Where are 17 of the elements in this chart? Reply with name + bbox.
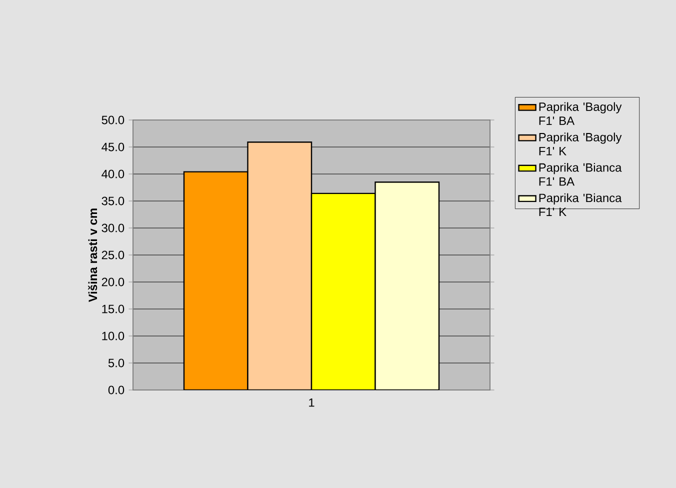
legend-label: Paprika 'Bagoly F1' K — [539, 132, 622, 156]
y-tick-label: 0.0 — [108, 386, 124, 394]
x-tick-label: 1 — [309, 398, 314, 407]
y-tick-label: 45.0 — [102, 142, 124, 152]
legend-label: Paprika 'Bianca F1' K — [539, 193, 622, 216]
y-tick-label: 5.0 — [108, 358, 124, 368]
y-tick-label: 20.0 — [102, 278, 124, 286]
y-tick-label: 10.0 — [102, 332, 124, 340]
legend-label: Paprika 'Bianca F1' BA — [539, 162, 622, 186]
y-tick-label: 35.0 — [102, 196, 124, 206]
y-tick-label: 15.0 — [102, 304, 124, 314]
y-tick-label: 25.0 — [102, 250, 124, 260]
y-tick-label: 40.0 — [102, 170, 124, 178]
y-axis-title: Višina rasti v cm — [88, 208, 98, 302]
y-tick-label: 30.0 — [102, 224, 124, 232]
y-tick-label: 50.0 — [102, 116, 124, 124]
legend-label: Paprika 'Bagoly F1' BA — [539, 102, 622, 125]
